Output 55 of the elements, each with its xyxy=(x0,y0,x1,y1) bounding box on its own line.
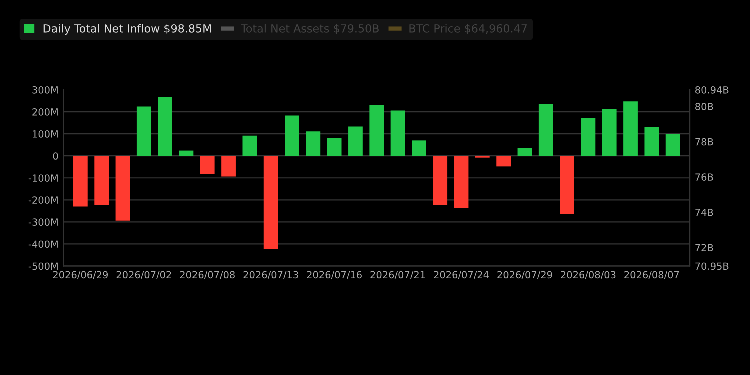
bar xyxy=(242,136,258,156)
x-tick-label: 2026/08/03 xyxy=(561,271,616,280)
bar xyxy=(200,156,215,174)
bar xyxy=(179,150,194,156)
y2-tick-label: 70.95B xyxy=(696,262,729,270)
bar xyxy=(116,156,130,221)
bar xyxy=(602,109,617,156)
bar xyxy=(496,156,512,167)
bar xyxy=(538,104,554,156)
bar xyxy=(348,126,363,156)
x-tick-label: 2026/07/29 xyxy=(498,271,552,280)
y-tick-label: 0 xyxy=(53,152,58,160)
y2-tick-label: 72B xyxy=(696,244,714,252)
x-tick-label: 2026/08/07 xyxy=(624,271,680,280)
x-tick-label: 2026/07/02 xyxy=(116,271,172,280)
bar xyxy=(327,138,342,156)
y2-tick-label: 78B xyxy=(696,138,714,146)
bar xyxy=(412,140,426,156)
y-tick-label: 100M xyxy=(33,130,58,138)
bar xyxy=(264,156,278,250)
y2-tick-label: 76B xyxy=(696,174,714,181)
x-tick-label: 2026/06/29 xyxy=(53,271,108,280)
bar xyxy=(306,132,321,156)
bar xyxy=(390,110,406,156)
bar xyxy=(644,127,660,156)
x-tick-label: 2026/07/13 xyxy=(244,271,298,280)
bar xyxy=(433,156,448,206)
bar xyxy=(581,118,596,156)
bar xyxy=(285,116,300,156)
bar xyxy=(158,97,172,156)
bar xyxy=(222,156,236,177)
y-tick-label: 300M xyxy=(32,86,58,94)
y-tick-label: -200M xyxy=(28,196,58,204)
x-tick-label: 2026/07/16 xyxy=(307,271,362,280)
y-tick-label: -500M xyxy=(28,262,58,270)
x-tick-label: 2026/07/24 xyxy=(434,271,489,280)
y-tick-label: -400M xyxy=(28,240,58,248)
y2-tick-label: 80B xyxy=(696,103,714,110)
bar xyxy=(624,102,638,156)
y-tick-label: -300M xyxy=(28,218,58,226)
x-tick-label: 2026/07/08 xyxy=(180,271,235,280)
bar xyxy=(560,156,574,214)
bar xyxy=(370,105,384,156)
bar xyxy=(136,106,152,156)
y2-tick-label: 74B xyxy=(696,209,714,216)
y2-tick-label: 80.94B xyxy=(696,86,729,94)
bar xyxy=(73,156,88,207)
legend-label: Daily Total Net Inflow $98.85M xyxy=(44,24,212,35)
bar xyxy=(454,156,469,209)
y-tick-label: 200M xyxy=(32,108,58,116)
bar xyxy=(518,148,532,156)
bar xyxy=(94,156,110,206)
y-tick-label: -100M xyxy=(28,174,58,182)
bar xyxy=(666,134,680,156)
x-tick-label: 2026/07/21 xyxy=(370,271,426,280)
